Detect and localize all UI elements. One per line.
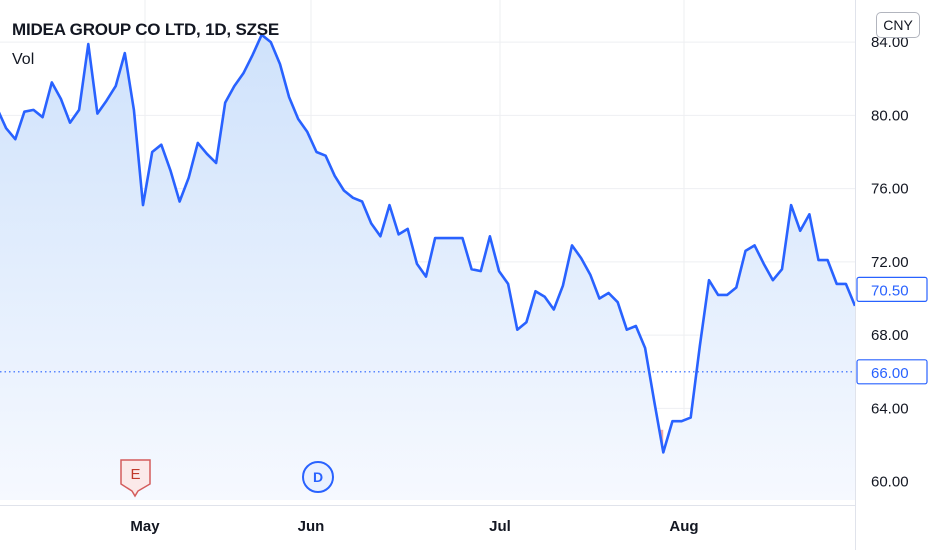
- time-tick-label: Jun: [298, 518, 325, 535]
- price-area-fill: [0, 34, 855, 500]
- price-tick-label: 60.00: [871, 474, 909, 491]
- symbol-title: MIDEA GROUP CO LTD, 1D, SZSE: [12, 20, 280, 39]
- dividend-marker-shape: [302, 461, 334, 493]
- dividend-marker[interactable]: D: [302, 461, 334, 493]
- price-axis-bg: [855, 0, 932, 550]
- dividend-marker-label: D: [313, 469, 323, 485]
- price-line: [0, 33, 857, 454]
- price-axis[interactable]: 60.00 64.00 68.00 72.00 76.00 80.00 84.00 66.00…: [855, 0, 932, 550]
- price-tick-label: 84.00: [871, 34, 909, 51]
- last-price-badge: [856, 276, 928, 302]
- reference-price-label: 66.00: [871, 365, 909, 382]
- earnings-marker-shape: [120, 459, 151, 498]
- price-tick-label: 64.00: [871, 400, 909, 417]
- time-axis-bg: [0, 505, 855, 550]
- time-tick-label: May: [130, 518, 160, 535]
- time-axis[interactable]: May Jun Jul Aug: [0, 505, 855, 550]
- earnings-marker[interactable]: E: [120, 459, 151, 498]
- price-tick-label: 68.00: [871, 327, 909, 344]
- price-tick-label: 76.00: [871, 181, 909, 198]
- time-tick-label: Aug: [669, 518, 698, 535]
- volume-label: Vol: [12, 51, 35, 68]
- earnings-marker-label: E: [130, 466, 140, 483]
- reference-price-badge: [856, 359, 928, 385]
- currency-button[interactable]: CNY: [876, 12, 920, 38]
- price-tick-label: 72.00: [871, 254, 909, 271]
- price-tick-label: 80.00: [871, 107, 909, 124]
- time-tick-label: Jul: [489, 518, 511, 535]
- last-price-label: 70.50: [871, 282, 909, 299]
